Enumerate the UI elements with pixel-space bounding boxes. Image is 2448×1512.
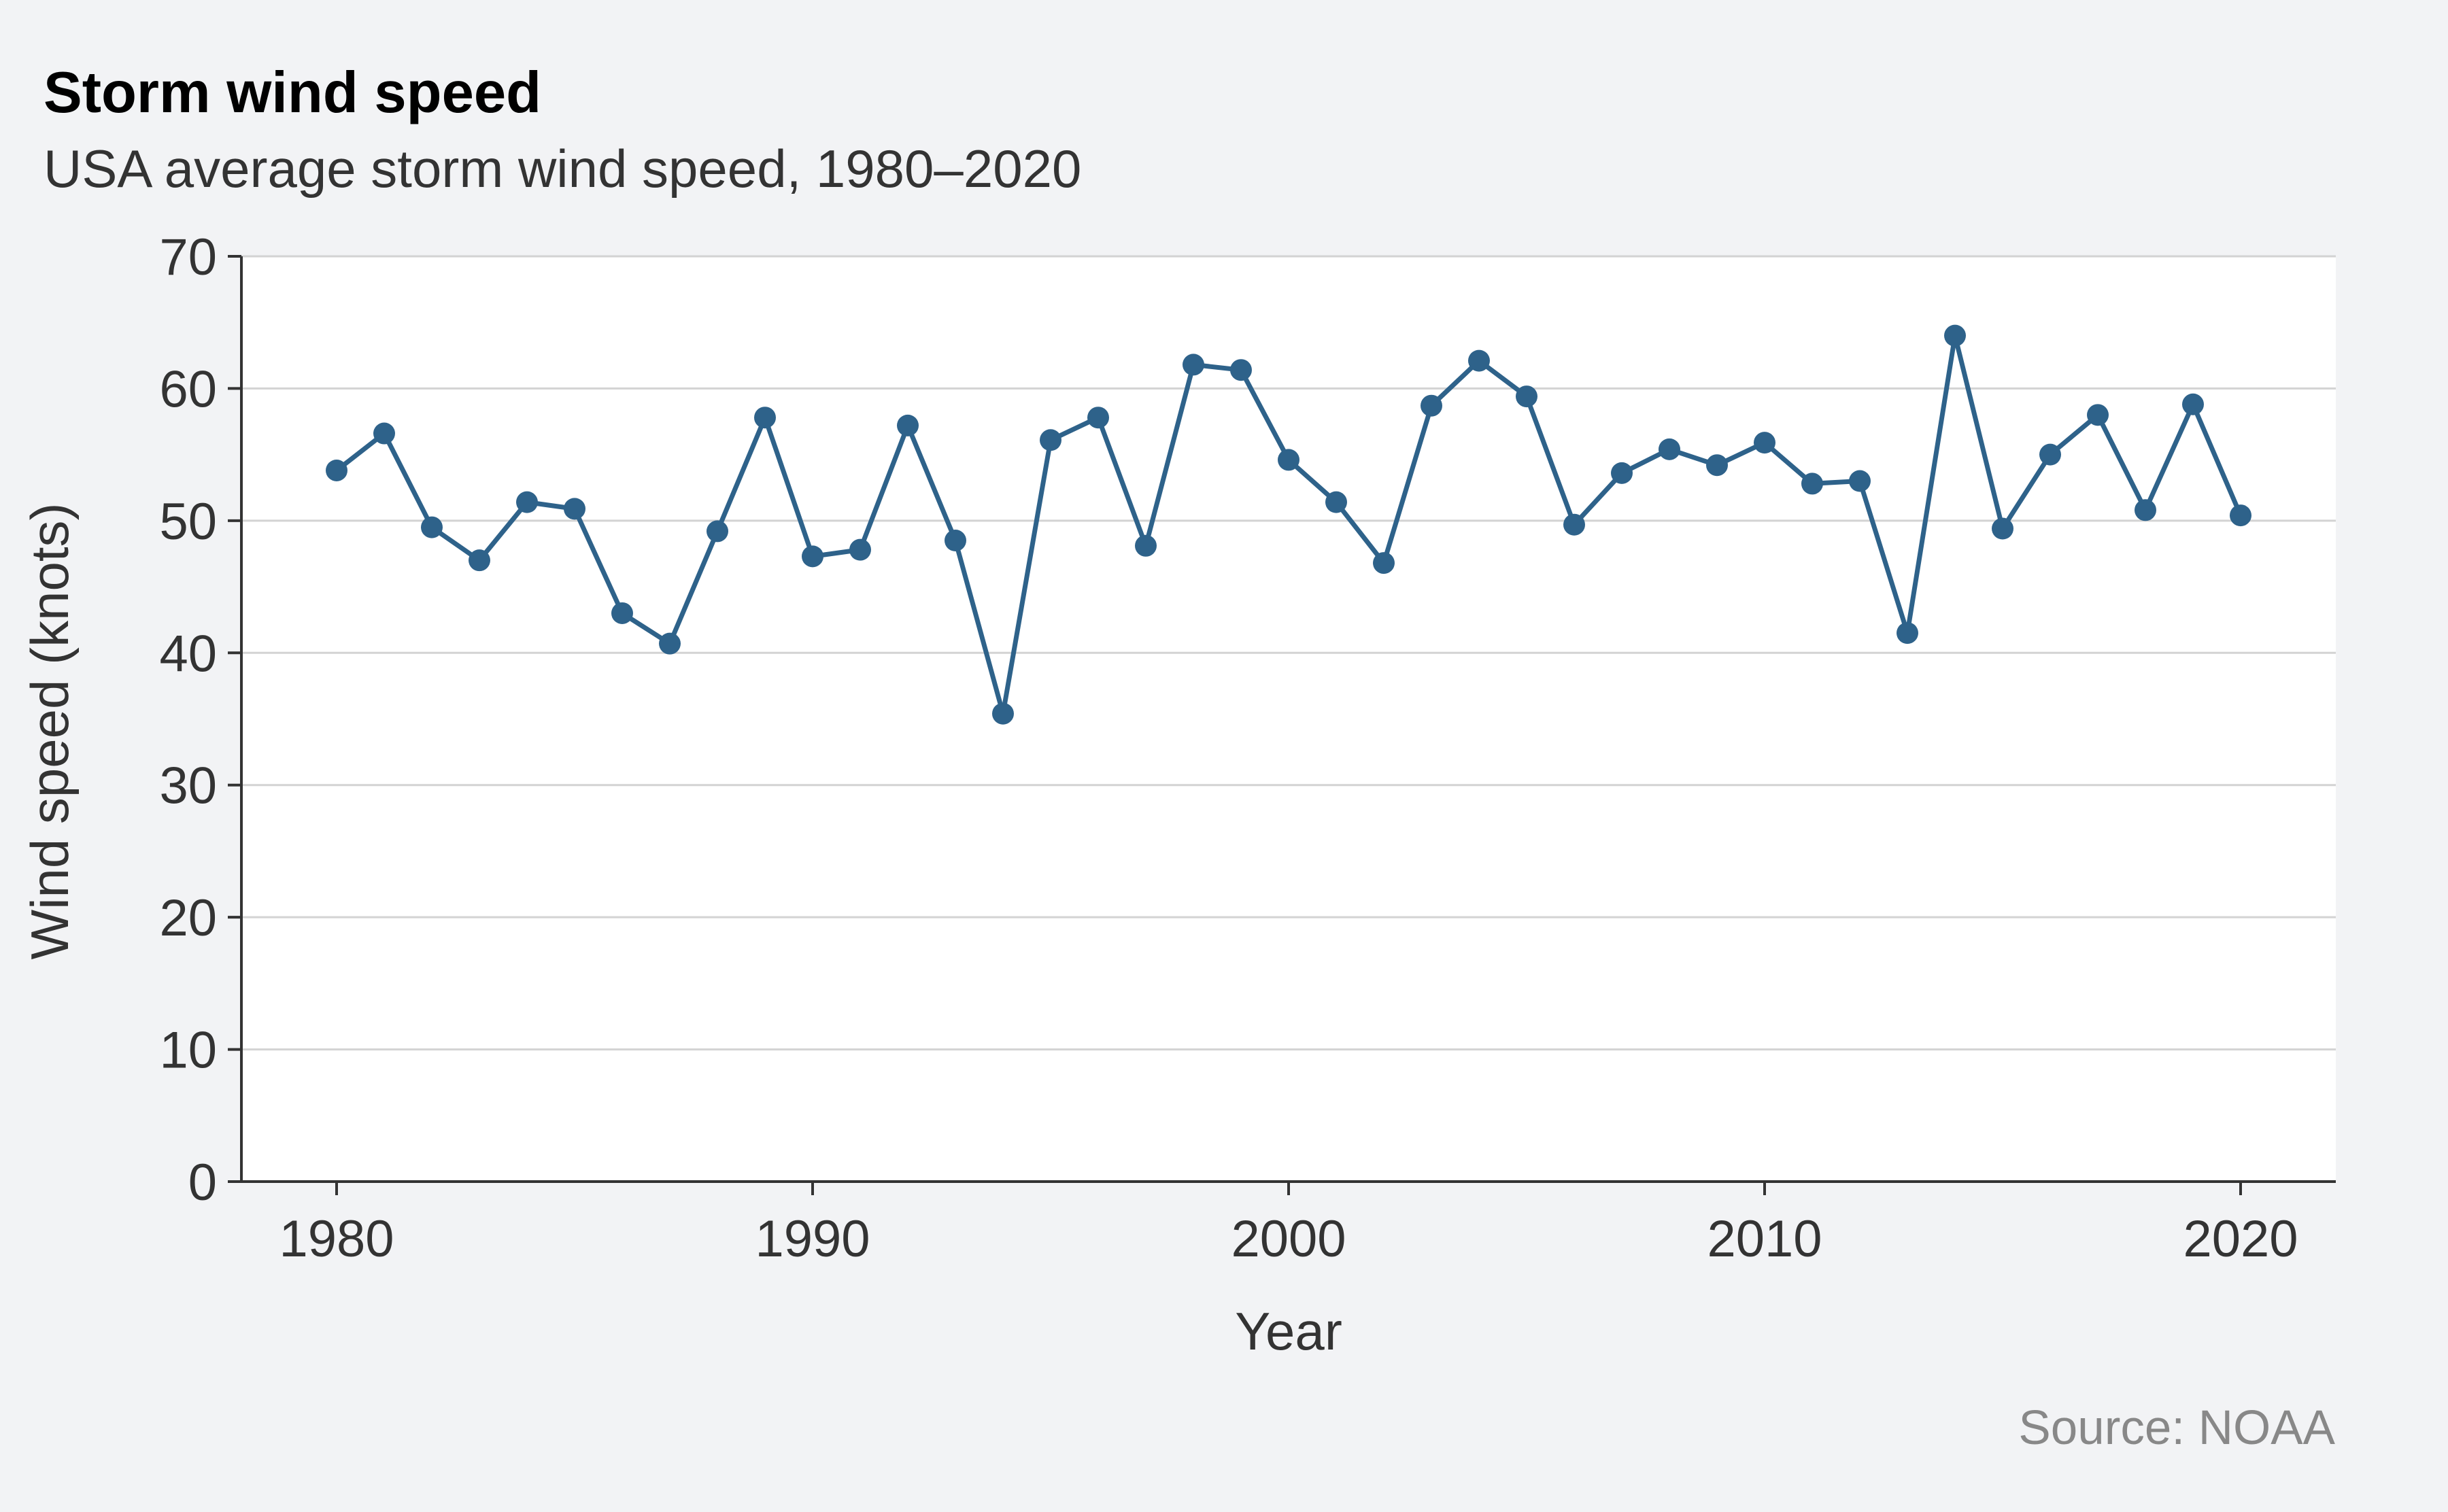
data-point-2004	[1468, 349, 1490, 372]
data-point-1998	[1183, 354, 1204, 376]
data-point-1984	[516, 491, 538, 513]
data-point-2016	[2039, 443, 2061, 466]
data-point-2000	[1278, 449, 1299, 471]
data-point-2005	[1516, 385, 1537, 408]
data-point-2009	[1706, 454, 1728, 477]
data-point-1994	[992, 702, 1014, 725]
data-point-2013	[1897, 622, 1918, 645]
data-point-2017	[2087, 404, 2109, 426]
x-tick-label-2010: 2010	[1707, 1210, 1822, 1268]
data-point-1981	[373, 422, 395, 445]
y-tick-label-60: 60	[159, 360, 217, 418]
data-point-2002	[1373, 552, 1395, 574]
data-point-1990	[802, 545, 823, 568]
tick-labels: 0 10 20 30 40 50 60 70 1980 1990 2000 2010 2020	[159, 228, 2298, 1268]
y-tick-label-0: 0	[188, 1154, 217, 1212]
data-point-1996	[1087, 407, 1109, 429]
data-point-1992	[897, 414, 919, 436]
data-point-1995	[1040, 429, 1061, 451]
gridlines	[241, 255, 2336, 1051]
data-point-2007	[1611, 462, 1633, 484]
data-point-1983	[469, 549, 490, 572]
data-point-1999	[1230, 359, 1252, 381]
data-point-1980	[326, 459, 347, 481]
plot-area	[241, 256, 2336, 1182]
x-tick-label-2020: 2020	[2183, 1210, 2298, 1268]
data-point-2012	[1849, 470, 1871, 492]
y-tick-label-50: 50	[159, 493, 217, 551]
x-tick-label-2000: 2000	[1231, 1210, 1346, 1268]
data-point-2019	[2182, 393, 2204, 415]
data-point-2020	[2230, 504, 2251, 527]
x-tick-label-1990: 1990	[755, 1210, 870, 1268]
y-tick-label-40: 40	[159, 625, 217, 683]
data-point-2003	[1421, 394, 1442, 417]
data-point-2011	[1801, 472, 1823, 495]
axes	[228, 255, 2336, 1195]
data-point-1986	[611, 602, 633, 624]
data-point-2001	[1325, 491, 1347, 513]
data-point-1982	[421, 516, 443, 538]
y-tick-label-10: 10	[159, 1022, 217, 1080]
y-tick-label-20: 20	[159, 889, 217, 947]
data-point-2010	[1754, 432, 1775, 454]
chart-subtitle: USA average storm wind speed, 1980–2020	[44, 139, 1082, 199]
x-axis-title: Year	[1235, 1301, 1342, 1361]
data-point-1997	[1135, 534, 1157, 557]
data-point-1987	[659, 632, 681, 655]
data-point-1985	[564, 498, 585, 520]
data-point-2014	[1944, 324, 1966, 347]
data-point-2008	[1659, 438, 1680, 460]
data-points	[326, 324, 2251, 725]
y-axis-title: Wind speed (knots)	[20, 503, 80, 960]
data-point-1993	[945, 530, 966, 552]
source-note: Source: NOAA	[2018, 1401, 2335, 1455]
data-point-1988	[707, 520, 728, 543]
y-tick-label-70: 70	[159, 228, 217, 286]
data-point-2006	[1563, 513, 1585, 536]
data-point-1989	[754, 407, 776, 429]
data-point-1991	[849, 538, 871, 561]
data-point-2015	[1992, 517, 2013, 540]
data-point-2018	[2135, 499, 2156, 521]
chart-title: Storm wind speed	[44, 61, 542, 125]
x-tick-label-1980: 1980	[279, 1210, 394, 1268]
y-tick-label-30: 30	[159, 757, 217, 815]
